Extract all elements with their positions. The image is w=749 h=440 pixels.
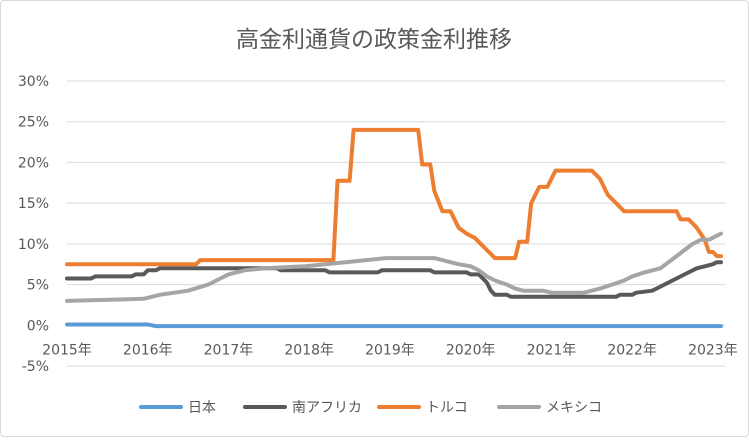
x-tick-label: 2022年 <box>607 342 657 358</box>
x-tick-label: 2015年 <box>42 342 92 358</box>
y-tick-label: 0% <box>27 318 49 334</box>
y-tick-label: 15% <box>18 196 49 212</box>
x-tick-label: 2017年 <box>204 342 254 358</box>
series-line-トルコ <box>65 127 723 267</box>
x-tick-label: 2020年 <box>446 342 496 358</box>
series-line-日本 <box>65 322 723 329</box>
series-layer <box>65 127 723 329</box>
legend: 日本 南アフリカ トルコ メキシコ <box>139 400 602 416</box>
x-axis-ticks: 2015年 2016年 2017年 2018年 2019年 2020年 2021年 2022年… <box>42 342 738 358</box>
legend-label: 日本 <box>188 400 216 416</box>
series-line-メキシコ <box>65 231 723 303</box>
y-tick-label: 5% <box>27 278 49 294</box>
y-tick-label: -5% <box>22 359 49 375</box>
y-axis-ticks: -5% 0% 5% 10% 15% 20% 25% 30% <box>18 74 49 375</box>
y-tick-label: 10% <box>18 237 49 253</box>
x-tick-label: 2021年 <box>527 342 577 358</box>
y-tick-label: 20% <box>18 155 49 171</box>
chart-title: 高金利通貨の政策金利推移 <box>236 27 512 53</box>
legend-label: トルコ <box>426 400 468 416</box>
legend-label: メキシコ <box>546 400 602 416</box>
grid-layer <box>67 80 725 367</box>
x-tick-label: 2018年 <box>284 342 334 358</box>
x-tick-label: 2019年 <box>365 342 415 358</box>
y-tick-label: 25% <box>18 115 49 131</box>
legend-label: 南アフリカ <box>292 400 362 416</box>
x-tick-label: 2016年 <box>123 342 173 358</box>
series-line-南アフリカ <box>65 260 723 299</box>
y-tick-label: 30% <box>18 74 49 90</box>
x-tick-label: 2023年 <box>688 342 738 358</box>
